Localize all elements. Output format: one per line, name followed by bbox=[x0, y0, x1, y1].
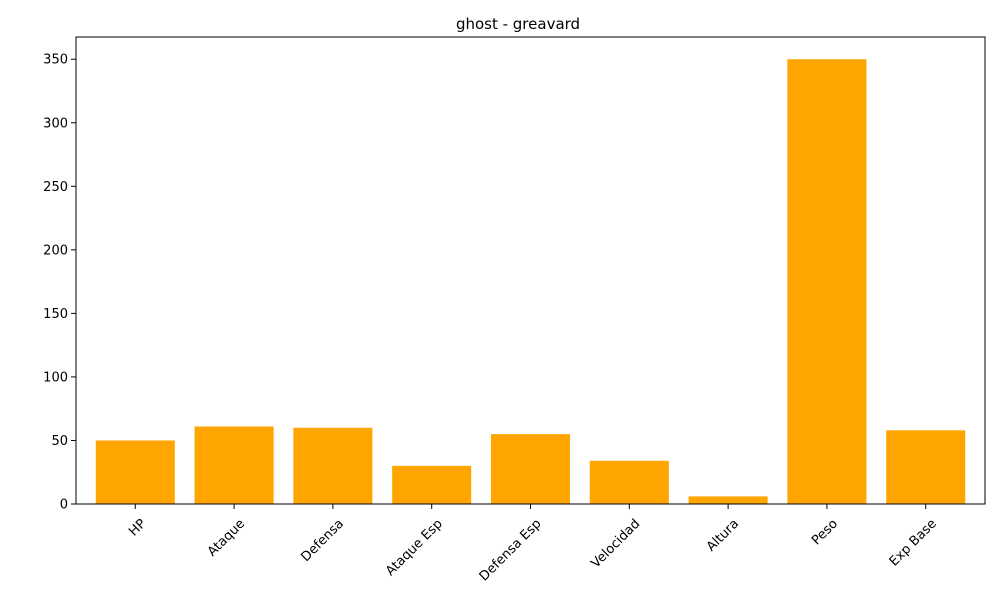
bar-altura bbox=[688, 496, 768, 504]
bar-peso bbox=[787, 59, 867, 504]
bar-hp bbox=[95, 440, 175, 504]
x-tick-label: Velocidad bbox=[588, 516, 643, 571]
x-tick-label: Exp Base bbox=[887, 516, 940, 569]
y-tick-label: 300 bbox=[43, 116, 68, 131]
bar-ataque-esp bbox=[392, 465, 472, 504]
bars-group bbox=[95, 59, 966, 504]
y-tick-label: 250 bbox=[43, 180, 68, 195]
x-tick-label: Peso bbox=[809, 516, 841, 548]
bar-velocidad bbox=[589, 460, 669, 504]
x-tick-label: Ataque bbox=[205, 516, 248, 559]
y-tick-label: 50 bbox=[51, 434, 68, 449]
y-tick-label: 0 bbox=[60, 498, 68, 513]
y-axis: 0 50 100 150 200 250 300 350 bbox=[43, 53, 76, 513]
plot-frame bbox=[75, 36, 986, 505]
bar-ataque bbox=[194, 426, 274, 504]
y-tick-label: 100 bbox=[43, 370, 68, 385]
y-tick-label: 200 bbox=[43, 243, 68, 258]
bar-exp-base bbox=[886, 430, 966, 504]
x-tick-label: Altura bbox=[704, 516, 742, 554]
y-tick-label: 350 bbox=[43, 53, 68, 68]
bar-defensa bbox=[293, 427, 373, 504]
x-axis: HP Ataque Defensa Ataque Esp Defensa Esp Velo… bbox=[126, 504, 940, 584]
x-tick-label: HP bbox=[126, 516, 149, 539]
y-tick-label: 150 bbox=[43, 307, 68, 322]
bar-defensa-esp bbox=[490, 434, 571, 504]
chart-title: ghost - greavard bbox=[456, 15, 580, 33]
x-tick-label: Defensa Esp bbox=[477, 516, 545, 584]
x-tick-label: Defensa bbox=[298, 516, 346, 564]
x-tick-label: Ataque Esp bbox=[383, 516, 446, 579]
